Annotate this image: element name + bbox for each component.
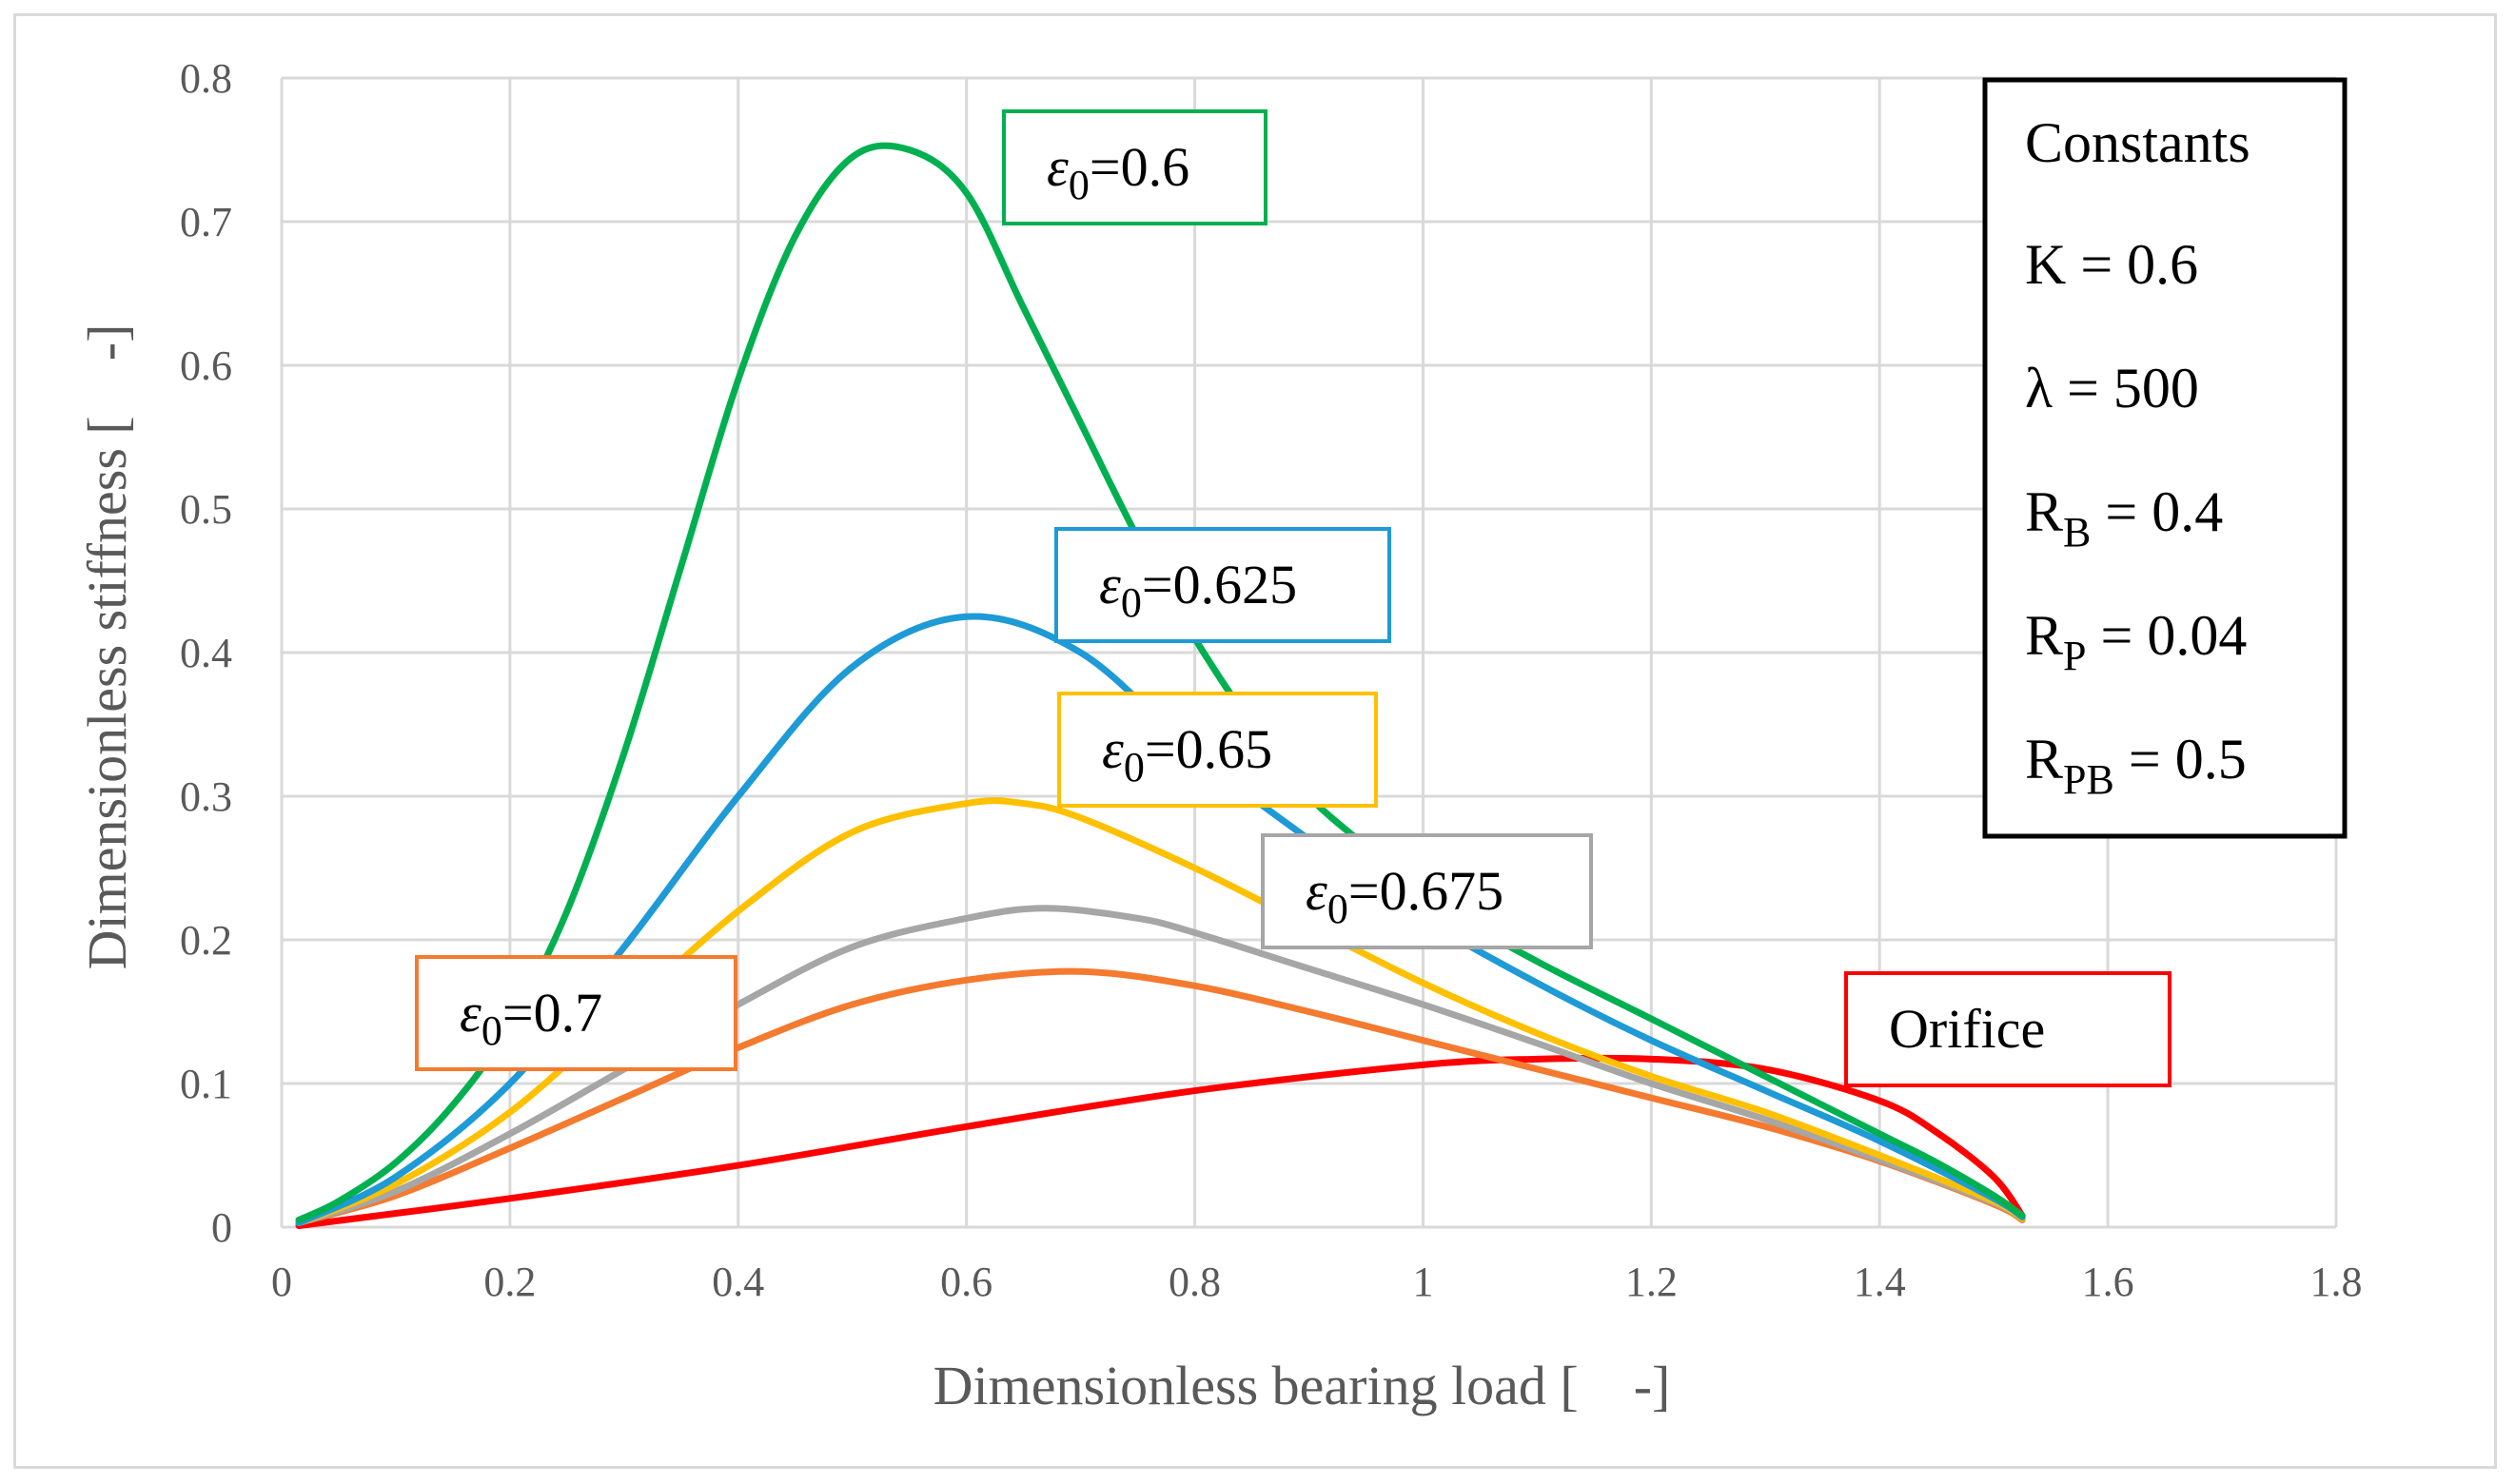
label-rest: =0.6 xyxy=(1090,136,1189,198)
constant-rest: = 0.5 xyxy=(2114,728,2247,791)
label-main: ε xyxy=(1099,554,1121,615)
series-label-text: ε0=0.7 xyxy=(460,982,602,1054)
constant-item: λ = 500 xyxy=(2025,357,2199,420)
constant-main: λ = 500 xyxy=(2025,357,2199,420)
series-line-0 xyxy=(295,142,2026,1223)
y-tick-label: 0.1 xyxy=(180,1061,232,1107)
y-tick-label: 0.8 xyxy=(180,55,232,102)
y-tick-label: 0.2 xyxy=(180,917,232,964)
label-main: ε xyxy=(1102,718,1124,780)
label-main: Orifice xyxy=(1889,998,2045,1060)
label-main: ε xyxy=(1306,860,1327,922)
series-label-box-3: ε0=0.675 xyxy=(1261,833,1593,949)
x-tick-label: 1.6 xyxy=(2082,1259,2134,1305)
series-label-box-4: ε0=0.7 xyxy=(415,955,737,1071)
constant-main: R xyxy=(2025,604,2063,667)
series-label-text: ε0=0.6 xyxy=(1047,136,1189,208)
label-subscript: 0 xyxy=(1124,744,1145,791)
y-tick-label: 0.4 xyxy=(180,630,232,676)
constant-rest: = 0.04 xyxy=(2087,604,2248,667)
constant-item: RB = 0.4 xyxy=(2025,480,2223,556)
x-tick-label: 1.2 xyxy=(1625,1259,1678,1305)
y-tick-label: 0.7 xyxy=(180,199,232,245)
x-tick-label: 1 xyxy=(1412,1259,1433,1305)
label-subscript: 0 xyxy=(1121,579,1142,626)
y-tick-label: 0 xyxy=(211,1204,232,1251)
label-subscript: 0 xyxy=(1069,162,1090,208)
series-label-text: ε0=0.625 xyxy=(1099,554,1297,626)
constant-subscript: B xyxy=(2063,509,2091,556)
axis-ticks: 0 0.2 0.4 0.6 0.8 1 1.2 1.4 1.6 1.8 0 0.1 0.2 0.3 0.4 0… xyxy=(180,55,2363,1305)
constant-main: R xyxy=(2025,728,2063,791)
series-line-3 xyxy=(295,905,2026,1226)
x-tick-label: 0.8 xyxy=(1169,1259,1221,1305)
x-tick-label: 0 xyxy=(271,1259,292,1305)
constant-subscript: PB xyxy=(2063,756,2114,803)
constant-rest: = 0.4 xyxy=(2091,480,2223,543)
x-tick-label: 0.6 xyxy=(940,1259,992,1305)
y-tick-label: 0.5 xyxy=(180,486,232,533)
y-tick-label: 0.6 xyxy=(180,342,232,389)
series-label-box-2: ε0=0.65 xyxy=(1057,692,1378,808)
label-subscript: 0 xyxy=(481,1007,502,1054)
constants-title: Constants xyxy=(2025,111,2250,174)
series-line-4 xyxy=(295,967,2026,1226)
label-subscript: 0 xyxy=(1327,886,1348,932)
constant-item: RPB = 0.5 xyxy=(2025,728,2247,803)
series-label-text: ε0=0.65 xyxy=(1102,718,1272,791)
label-rest: =0.625 xyxy=(1142,554,1297,615)
series-label-box-1: ε0=0.625 xyxy=(1054,527,1391,643)
series-label-box-0: ε0=0.6 xyxy=(1002,109,1267,225)
x-axis-title: Dimensionless bearing load [ -] xyxy=(933,1355,1671,1416)
constant-item: K = 0.6 xyxy=(2025,233,2198,296)
series-label-text: Orifice xyxy=(1889,998,2045,1060)
constants-box-frame xyxy=(1982,77,2348,839)
series-label-box-5: Orifice xyxy=(1844,971,2171,1087)
label-rest: =0.7 xyxy=(502,982,602,1044)
label-main: ε xyxy=(1047,136,1069,198)
series-label-text: ε0=0.675 xyxy=(1306,860,1503,932)
label-rest: =0.675 xyxy=(1348,860,1503,922)
constant-subscript: P xyxy=(2063,633,2086,679)
constant-main: K = 0.6 xyxy=(2025,233,2198,296)
constant-item: RP = 0.04 xyxy=(2025,604,2247,679)
y-axis-title: Dimensionless stiffness [ -] xyxy=(76,324,138,970)
x-tick-label: 1.8 xyxy=(2310,1259,2363,1305)
x-tick-label: 1.4 xyxy=(1854,1259,1906,1305)
x-tick-label: 0.4 xyxy=(712,1259,764,1305)
y-tick-label: 0.3 xyxy=(180,773,232,820)
series-line-5 xyxy=(295,1054,2026,1229)
label-main: ε xyxy=(460,982,481,1044)
label-rest: =0.65 xyxy=(1145,718,1272,780)
constant-main: R xyxy=(2025,480,2063,543)
x-tick-label: 0.2 xyxy=(483,1259,536,1305)
